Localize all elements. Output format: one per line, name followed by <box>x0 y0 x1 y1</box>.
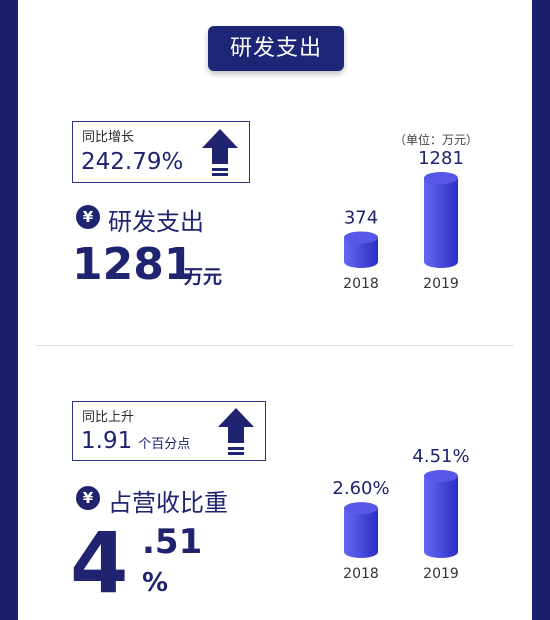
bar-2018 <box>344 508 378 558</box>
increase-badge: 同比上升 1.91 个百分点 <box>72 401 266 461</box>
bar-2019 <box>424 178 458 268</box>
x-tick-label-2019: 2019 <box>423 276 459 292</box>
rd-expenditure-chart: 374 2018 1281 2019 <box>343 148 464 292</box>
growth-badge-value: 242.79% <box>81 149 184 175</box>
bar-top-2019 <box>424 172 458 184</box>
data-label-2018: 374 <box>344 207 378 228</box>
growth-badge: 同比增长 242.79% <box>72 121 250 183</box>
rd-big-unit: 万元 <box>184 266 223 288</box>
section-divider <box>36 345 514 346</box>
data-label-2019: 1281 <box>418 148 464 169</box>
data-label-2018: 2.60% <box>332 478 389 499</box>
growth-badge-label: 同比增长 <box>82 130 135 145</box>
revenue-ratio-chart: 2.60% 2018 4.51% 2019 <box>332 446 469 582</box>
rd-big-value: 1281 <box>72 239 195 290</box>
bar-top-2019 <box>424 470 458 482</box>
frame-left-border <box>0 0 18 620</box>
x-tick-label-2018: 2018 <box>343 566 379 582</box>
section-header: 研发支出 <box>208 26 344 71</box>
unit-note: （单位：万元） <box>394 133 479 147</box>
ratio-big-integer: 4 <box>70 514 129 612</box>
ratio-big-percent: % <box>142 568 169 598</box>
arrow-up-icon <box>202 129 238 176</box>
bar-2018 <box>344 237 378 268</box>
increase-badge-unit: 个百分点 <box>138 437 191 452</box>
bar-top-2018 <box>344 231 378 244</box>
bar-2019 <box>424 476 458 558</box>
currency-icon: ¥ <box>76 486 100 510</box>
arrow-up-icon <box>218 408 254 455</box>
increase-badge-label: 同比上升 <box>82 410 135 425</box>
data-label-2019: 4.51% <box>412 446 469 467</box>
ratio-metric-title: 占营收比重 <box>108 489 228 517</box>
x-tick-label-2019: 2019 <box>423 566 459 582</box>
increase-badge-value: 1.91 <box>81 428 133 454</box>
rd-metric-title: 研发支出 <box>108 208 204 236</box>
ratio-big-decimal: .51 <box>142 522 203 562</box>
x-tick-label-2018: 2018 <box>343 276 379 292</box>
increase-badge-value-group: 1.91 个百分点 <box>81 428 190 454</box>
bar-top-2018 <box>344 502 378 515</box>
frame-right-border <box>532 0 550 620</box>
currency-icon: ¥ <box>76 205 100 229</box>
